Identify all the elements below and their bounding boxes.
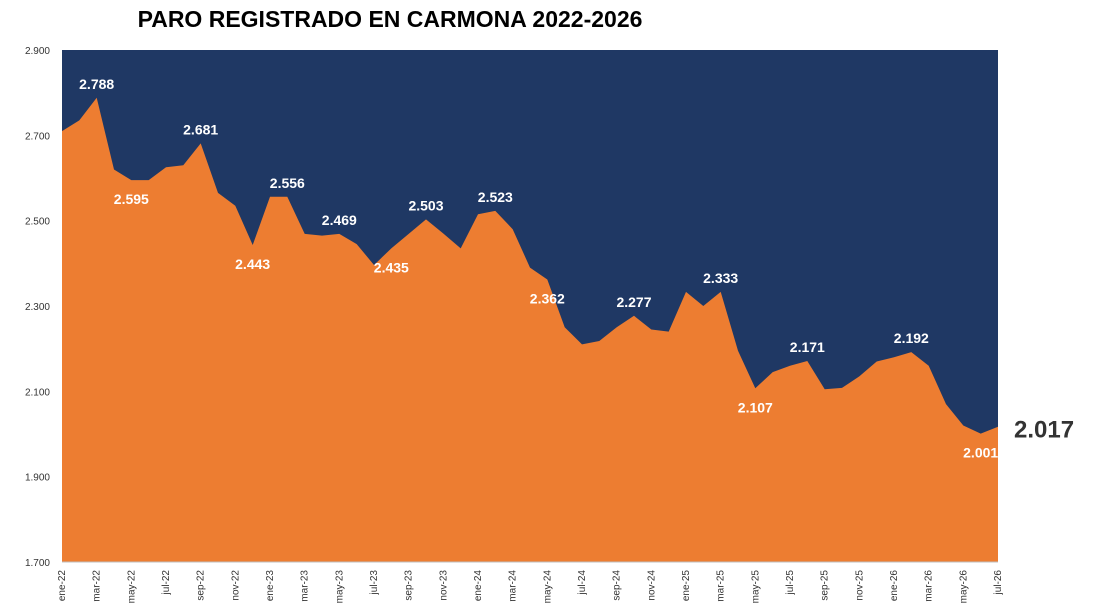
- x-tick-label: ene-26: [889, 570, 900, 602]
- x-tick-label: mar-23: [300, 570, 311, 602]
- y-tick-label: 1.700: [25, 558, 50, 569]
- x-tick-label: jul-24: [577, 570, 588, 596]
- data-label: 2.595: [114, 191, 149, 207]
- x-tick-label: nov-24: [646, 570, 657, 601]
- x-tick-label: may-24: [542, 570, 553, 604]
- x-tick-label: mar-22: [92, 570, 103, 602]
- data-label: 2.192: [894, 330, 929, 346]
- x-tick-label: ene-25: [681, 570, 692, 602]
- x-tick-label: nov-22: [230, 570, 241, 601]
- x-tick-label: sep-25: [820, 570, 831, 601]
- data-label: 2.469: [322, 212, 357, 228]
- data-label: 2.681: [183, 121, 218, 137]
- y-tick-label: 2.100: [25, 387, 50, 398]
- chart-title: PARO REGISTRADO EN CARMONA 2022-2026: [137, 6, 643, 32]
- y-tick-label: 2.500: [25, 217, 50, 228]
- x-tick-label: may-22: [126, 570, 137, 604]
- data-label: 2.556: [270, 175, 305, 191]
- area-series: [62, 97, 998, 563]
- y-tick-label: 2.300: [25, 302, 50, 313]
- x-tick-label: jul-22: [161, 570, 172, 596]
- y-tick-label: 2.900: [25, 46, 50, 57]
- x-tick-label: may-25: [750, 570, 761, 604]
- x-tick-label: mar-25: [716, 570, 727, 602]
- data-label: 2.503: [408, 197, 443, 213]
- x-tick-label: jul-25: [785, 570, 796, 596]
- data-label: 2.001: [963, 445, 998, 461]
- data-labels: 2.788 2.595 2.681 2.443 2.556 2.469 2.435 2.503…: [79, 76, 1074, 461]
- x-tick-label: mar-26: [924, 570, 935, 602]
- x-tick-label: sep-22: [196, 570, 207, 601]
- data-label: 2.788: [79, 76, 114, 92]
- data-label: 2.443: [235, 256, 270, 272]
- x-tick-label: may-26: [958, 570, 969, 604]
- x-tick-label: mar-24: [508, 570, 519, 602]
- data-label: 2.333: [703, 270, 738, 286]
- x-tick-label: nov-25: [854, 570, 865, 601]
- x-tick-label: ene-24: [473, 570, 484, 602]
- x-tick-label: ene-22: [57, 570, 68, 602]
- data-label: 2.171: [790, 339, 825, 355]
- data-label: 2.435: [374, 259, 409, 275]
- x-tick-label: ene-23: [265, 570, 276, 602]
- y-tick-label: 1.900: [25, 473, 50, 484]
- y-tick-label: 2.700: [25, 131, 50, 142]
- data-label: 2.362: [530, 291, 565, 307]
- x-tick-label: jul-26: [993, 570, 1004, 596]
- data-label: 2.523: [478, 189, 513, 205]
- x-tick-label: may-23: [334, 570, 345, 604]
- data-label: 2.017: [1014, 417, 1074, 444]
- x-axis-ticks: ene-22 mar-22 may-22 jul-22 sep-22 nov-22 ene-…: [57, 570, 1004, 604]
- y-axis-ticks: 1.700 1.900 2.100 2.300 2.500 2.700 2.900: [25, 46, 50, 569]
- data-label: 2.277: [616, 294, 651, 310]
- x-tick-label: sep-23: [404, 570, 415, 601]
- x-tick-label: nov-23: [438, 570, 449, 601]
- x-tick-label: jul-23: [369, 570, 380, 596]
- data-label: 2.107: [738, 399, 773, 415]
- x-tick-label: sep-24: [612, 570, 623, 601]
